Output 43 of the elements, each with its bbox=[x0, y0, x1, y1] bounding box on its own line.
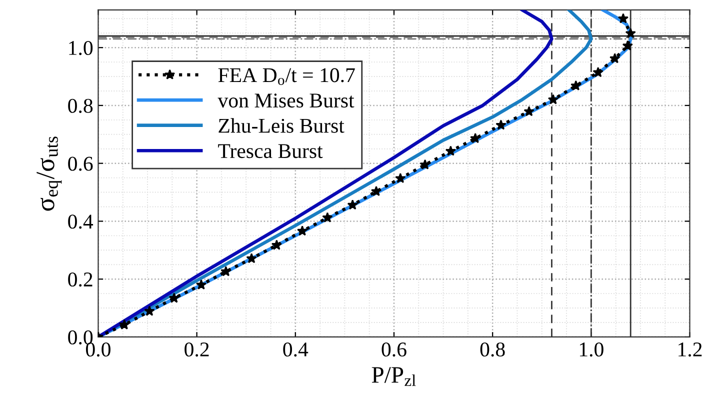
point bbox=[246, 252, 257, 264]
y-tick-label: 0.0 bbox=[68, 330, 93, 345]
point bbox=[271, 240, 282, 250]
y-tick-label: 0.6 bbox=[68, 156, 93, 171]
point bbox=[322, 212, 333, 222]
x-tick-label: 0.4 bbox=[283, 342, 308, 357]
x-tick-label: 0.6 bbox=[382, 342, 406, 357]
point bbox=[420, 159, 430, 170]
x-tick-label: 1.2 bbox=[678, 342, 702, 357]
y-tick-label: 0.8 bbox=[68, 98, 93, 113]
x-axis-title: P/P$_{zl}$ bbox=[372, 367, 416, 386]
y-tick-label: 1.0 bbox=[69, 40, 93, 56]
point bbox=[144, 306, 155, 316]
point bbox=[196, 279, 207, 290]
x-tick-label: 0.8 bbox=[480, 342, 505, 357]
point bbox=[296, 226, 308, 236]
x-tick-label: 1.0 bbox=[580, 342, 604, 357]
legend-label: Tresca Burst bbox=[218, 144, 323, 158]
legend-label: FEA D$_{o}$/t = 10.7 bbox=[218, 68, 355, 85]
point bbox=[395, 172, 406, 184]
point bbox=[524, 106, 534, 116]
point bbox=[347, 199, 358, 210]
point bbox=[470, 132, 481, 144]
point bbox=[618, 13, 629, 24]
point bbox=[625, 28, 636, 38]
point bbox=[168, 292, 180, 303]
point bbox=[496, 120, 506, 130]
point bbox=[548, 94, 559, 104]
point bbox=[220, 266, 232, 276]
legend-label: Zhu-Leis Burst bbox=[218, 118, 344, 133]
legend-label: von Mises Burst bbox=[218, 94, 354, 108]
point bbox=[370, 186, 382, 196]
point bbox=[445, 146, 456, 156]
x-tick-label: 0.0 bbox=[86, 342, 110, 357]
point bbox=[592, 66, 604, 78]
point bbox=[622, 40, 633, 50]
y-axis-title: σ$_{eq}$/σ$_{uts}$ bbox=[36, 136, 62, 211]
x-tick-label: 0.2 bbox=[184, 342, 209, 357]
point bbox=[570, 80, 582, 90]
y-tick-label: 0.4 bbox=[68, 214, 94, 229]
point bbox=[610, 53, 620, 64]
point bbox=[119, 319, 130, 330]
y-tick-label: 0.2 bbox=[68, 272, 92, 287]
